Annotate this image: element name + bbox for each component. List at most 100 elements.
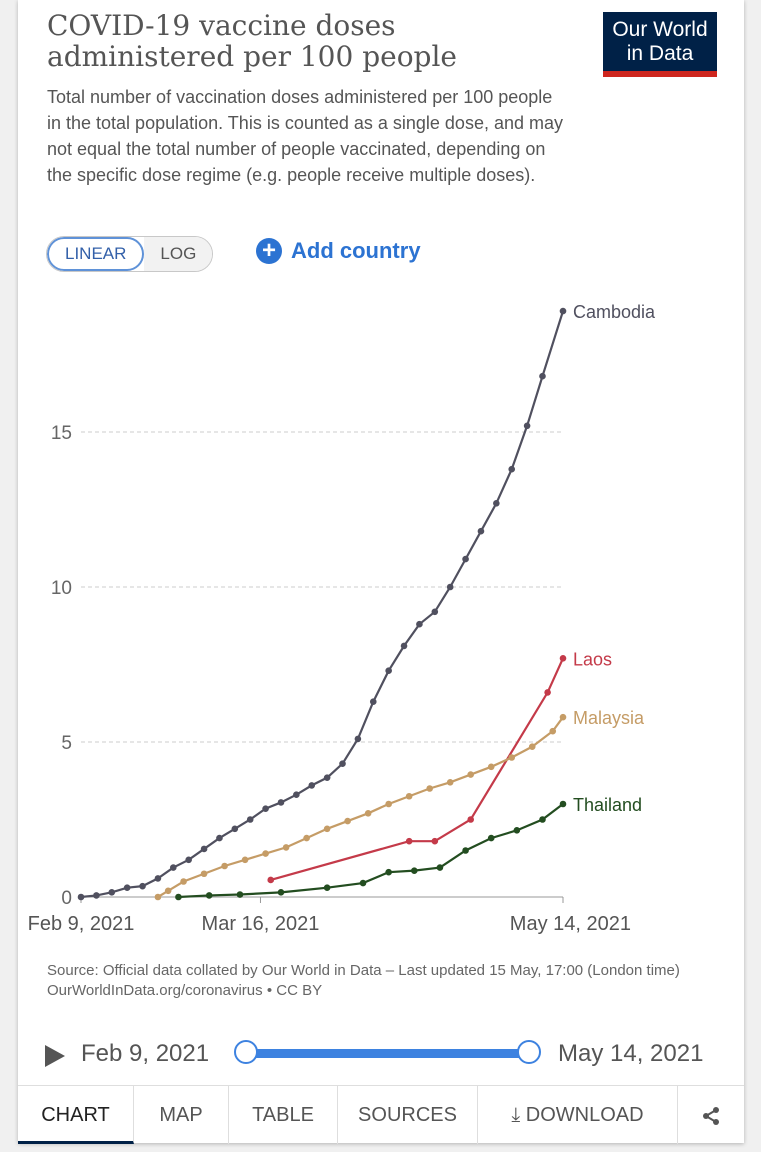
data-point-cambodia <box>169 864 177 871</box>
tab-chart[interactable]: CHART <box>18 1086 134 1144</box>
data-point-malaysia <box>549 727 557 735</box>
data-point-cambodia <box>93 892 100 899</box>
series-thailand: Thailand <box>175 795 642 901</box>
tab-map[interactable]: MAP <box>134 1086 229 1144</box>
share-icon <box>703 1106 719 1125</box>
log-scale-button[interactable]: LOG <box>144 237 213 271</box>
download-icon: ⤓ <box>511 1104 526 1126</box>
data-point-cambodia <box>200 845 208 853</box>
data-point-thailand <box>410 867 418 874</box>
data-point-thailand <box>462 847 469 854</box>
x-tick-label: Mar 16, 2021 <box>202 913 320 935</box>
y-tick-label: 10 <box>51 578 72 599</box>
data-point-malaysia <box>303 834 310 842</box>
linear-scale-button[interactable]: LINEAR <box>47 237 145 271</box>
data-point-cambodia <box>139 882 146 890</box>
data-point-malaysia <box>446 779 454 786</box>
tab-sources[interactable]: SOURCES <box>338 1086 478 1144</box>
chart-grid <box>81 431 563 743</box>
series-cambodia: Cambodia <box>77 302 656 901</box>
data-point-malaysia <box>200 870 208 878</box>
data-point-thailand <box>487 834 495 842</box>
data-point-cambodia <box>154 875 162 882</box>
data-point-cambodia <box>185 856 192 864</box>
data-point-cambodia <box>446 583 454 591</box>
share-button[interactable] <box>678 1086 744 1144</box>
data-point-thailand <box>175 893 182 901</box>
series-line-cambodia <box>80 310 565 899</box>
tab-download[interactable]: ⤓ DOWNLOAD <box>478 1086 678 1144</box>
data-point-malaysia <box>364 810 372 817</box>
data-point-cambodia <box>339 760 346 767</box>
data-point-cambodia <box>354 735 362 743</box>
data-point-cambodia <box>508 465 516 473</box>
series-label-thailand: Thailand <box>573 795 642 815</box>
series-line-laos <box>270 657 565 882</box>
play-icon[interactable] <box>45 1045 65 1067</box>
timeline-end-label: May 14, 2021 <box>558 1040 704 1067</box>
scale-toggle: LINEAR LOG <box>46 236 214 272</box>
y-tick-label: 5 <box>61 733 72 754</box>
tab-download-label: DOWNLOAD <box>525 1104 644 1126</box>
data-point-cambodia <box>262 805 269 812</box>
data-point-cambodia <box>246 816 254 823</box>
data-point-thailand <box>385 868 392 876</box>
data-point-cambodia <box>523 422 531 430</box>
data-point-cambodia <box>216 834 223 842</box>
logo-line-2: in Data <box>626 42 694 65</box>
series-layer: Cambodia Laos Malaysia Thailand <box>77 302 656 901</box>
data-point-thailand <box>205 892 213 899</box>
data-point-thailand <box>539 816 546 823</box>
data-point-thailand <box>323 884 331 891</box>
add-country-label: Add country <box>291 238 421 263</box>
timeline-end-handle[interactable] <box>517 1040 541 1064</box>
data-point-malaysia <box>559 713 567 721</box>
data-point-thailand <box>277 889 285 896</box>
source-note: Source: Official data collated by Our Wo… <box>47 961 687 1001</box>
data-point-thailand <box>359 879 367 887</box>
data-point-cambodia <box>277 799 285 806</box>
data-point-malaysia <box>528 743 536 750</box>
line-chart: 0 5 10 15 Feb 9, 2021 Mar 16, 2021 May 14, 20… <box>28 302 656 935</box>
timeline-start-label: Feb 9, 2021 <box>81 1040 210 1067</box>
data-point-cambodia <box>477 527 485 535</box>
plus-icon: + <box>256 238 282 264</box>
data-point-cambodia <box>385 667 392 674</box>
data-point-malaysia <box>323 825 331 833</box>
logo-line-1: Our World <box>612 18 708 41</box>
chart-title: COVID-19 vaccine doses administered per … <box>47 9 458 73</box>
data-point-cambodia <box>431 608 439 616</box>
data-point-laos <box>431 837 439 845</box>
chart-subtitle: Total number of vaccination doses admini… <box>47 87 563 185</box>
data-point-laos <box>267 876 275 884</box>
data-point-cambodia <box>559 307 567 315</box>
data-point-cambodia <box>493 500 500 507</box>
data-point-cambodia <box>416 620 423 628</box>
add-country-button[interactable]: + Add country <box>256 238 421 264</box>
series-malaysia: Malaysia <box>154 708 645 901</box>
owid-logo[interactable]: Our World in Data <box>603 12 717 77</box>
x-tick-label: Feb 9, 2021 <box>28 913 135 935</box>
data-point-thailand <box>236 891 244 898</box>
data-point-laos <box>544 689 551 696</box>
data-point-thailand <box>436 864 444 871</box>
timeline-track[interactable] <box>246 1049 529 1058</box>
data-point-laos <box>405 837 413 845</box>
timeline-start-handle[interactable] <box>234 1040 258 1064</box>
tab-table[interactable]: TABLE <box>229 1086 338 1144</box>
data-point-malaysia <box>508 754 516 761</box>
data-point-malaysia <box>405 792 413 800</box>
data-point-laos <box>467 816 475 823</box>
data-point-thailand <box>513 827 521 834</box>
data-point-cambodia <box>400 642 408 650</box>
data-point-cambodia <box>231 825 239 833</box>
x-tick-label: May 14, 2021 <box>510 913 631 935</box>
source-line-1: Source: Official data collated by Our Wo… <box>47 962 680 979</box>
data-point-malaysia <box>467 771 475 778</box>
y-tick-label: 0 <box>61 888 72 909</box>
data-point-malaysia <box>154 893 162 901</box>
data-point-malaysia <box>487 763 495 771</box>
series-label-malaysia: Malaysia <box>573 708 645 728</box>
data-point-thailand <box>559 800 567 808</box>
data-point-malaysia <box>282 844 290 851</box>
